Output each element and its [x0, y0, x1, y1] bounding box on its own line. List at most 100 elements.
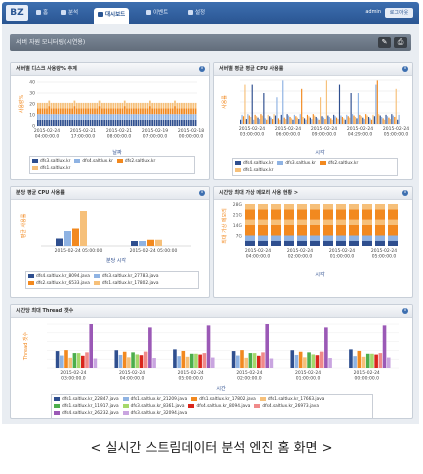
legend-swatch [74, 158, 81, 163]
bar-segment [336, 209, 346, 220]
legend-item[interactable]: dfs4.saltlux.kr_8094.java [188, 403, 250, 410]
bar-segment [50, 114, 53, 120]
bar-segment [144, 102, 147, 109]
bar-segment [146, 108, 149, 115]
legend-item[interactable]: dfs4.saltlux.kr [235, 160, 273, 167]
bar [352, 114, 354, 124]
bar-segment [388, 209, 398, 220]
bar [328, 358, 332, 368]
legend-item[interactable]: dfs4.saltlux.kr_8094.java [28, 273, 90, 280]
legend-item[interactable]: dfs3.saltlux.kr [277, 160, 316, 167]
legend-item[interactable]: dfs2.saltlux.kr [319, 160, 358, 167]
nav-analysis[interactable]: 분석 [57, 6, 82, 21]
bar-segment [41, 102, 44, 109]
legend-item[interactable]: dfs1.saltlux.kr_22847.java [54, 396, 119, 403]
bar [302, 116, 304, 124]
nav-events[interactable]: 이벤트 [142, 6, 172, 21]
dashboard-icon [98, 12, 103, 17]
bar-segment [96, 119, 99, 126]
bar [362, 117, 364, 124]
legend-item[interactable]: dfs1.saltlux.kr_21209.java [122, 396, 187, 403]
bar-segment [245, 204, 255, 210]
bar [360, 116, 362, 124]
bar-segment [37, 108, 39, 115]
print-button[interactable]: ⎙ [394, 37, 407, 48]
bar [177, 356, 181, 368]
bar-segment [121, 108, 124, 115]
legend-item[interactable]: dfs1.saltlux.kr [32, 165, 70, 172]
bar [257, 117, 259, 124]
legend-item[interactable]: dfs3.saltlux.kr [32, 158, 70, 165]
bar [359, 114, 361, 124]
bar [289, 116, 291, 124]
nav-dashboard[interactable]: 대시보드 [94, 8, 130, 24]
bar [55, 351, 60, 368]
nav-settings[interactable]: 설정 [184, 6, 209, 21]
bar [277, 118, 279, 124]
bar-segment [66, 114, 69, 120]
bar-segment [91, 119, 94, 126]
legend-item[interactable]: dfs4.saltlux.kr_26232.java [54, 410, 119, 417]
y-tick-label: 14G [233, 223, 243, 229]
bar-segment [128, 114, 131, 120]
legend-item[interactable]: dfs2.saltlux.kr_6533.java [28, 280, 90, 287]
bar-segment [169, 114, 172, 120]
bar [324, 327, 328, 368]
bar [258, 119, 261, 124]
bar-segment [176, 102, 179, 109]
bar-segment [388, 240, 398, 246]
logout-button[interactable]: 로그아웃 [385, 8, 413, 18]
legend-item[interactable]: dfs1.saltlux.kr [235, 167, 273, 174]
bar [253, 119, 255, 124]
bar [322, 117, 325, 124]
bar-segment [133, 108, 135, 115]
legend-swatch [259, 396, 266, 401]
bar-segment [39, 108, 41, 115]
edit-button[interactable]: ✎ [378, 37, 391, 48]
bar-segment [171, 108, 174, 115]
minute-cpu-panel: 분당 평균 CPU 사용률 i 2015-02-24 05:00:00 2015-… [10, 186, 210, 298]
bar-segment [336, 225, 346, 236]
bar [382, 325, 387, 368]
bar-segment [167, 108, 169, 115]
legend-item[interactable]: dfs1.saltlux.kr_11917.java [54, 403, 119, 410]
info-icon[interactable]: i [402, 190, 408, 196]
bar [210, 357, 215, 368]
bar-segment [101, 102, 103, 109]
bar-segment [121, 102, 124, 109]
info-icon[interactable]: i [199, 66, 205, 72]
bar-segment [271, 209, 281, 220]
bar-segment [71, 102, 73, 109]
legend-item[interactable]: dfs1.saltlux.kr_17802.java [191, 396, 256, 403]
info-icon[interactable]: i [402, 66, 408, 72]
bar [147, 239, 154, 246]
bar [114, 350, 119, 368]
bar [386, 357, 391, 368]
legend-item[interactable]: dfs4.saltlux.kr [74, 158, 113, 165]
bar-segment [107, 114, 110, 120]
legend-label: dfs1.saltlux.kr_17663.java [267, 397, 325, 402]
info-icon[interactable]: i [199, 190, 205, 196]
bar [372, 114, 374, 124]
bar-segment [165, 119, 167, 126]
bar-segment [62, 119, 64, 126]
bar-segment [146, 114, 149, 120]
bar-segment [43, 114, 46, 120]
bar [280, 114, 282, 124]
y-tick-label: 20 [29, 102, 35, 108]
legend-item[interactable]: dfs3.saltlux.kr_8361.java [122, 403, 184, 410]
info-icon[interactable]: i [402, 308, 408, 314]
bar-segment [126, 114, 128, 120]
bar [247, 114, 249, 124]
bar-segment [103, 102, 105, 109]
bar [349, 349, 353, 368]
bar-segment [130, 119, 133, 126]
legend-item[interactable]: dfs3.saltlux.kr_27783.java [93, 273, 158, 280]
legend-item[interactable]: dfs4.saltlux.kr_26973.java [254, 403, 319, 410]
legend-item[interactable]: dfs1.saltlux.kr_17663.java [259, 396, 325, 403]
nav-home[interactable]: 홈 [32, 6, 52, 21]
legend-item[interactable]: dfs1.saltlux.kr_17802.java [93, 280, 158, 287]
legend-item[interactable]: dfs2.saltlux.kr [116, 158, 155, 165]
legend-item[interactable]: dfs3.saltlux.kr_32094.java [122, 410, 187, 417]
bar [353, 356, 357, 368]
